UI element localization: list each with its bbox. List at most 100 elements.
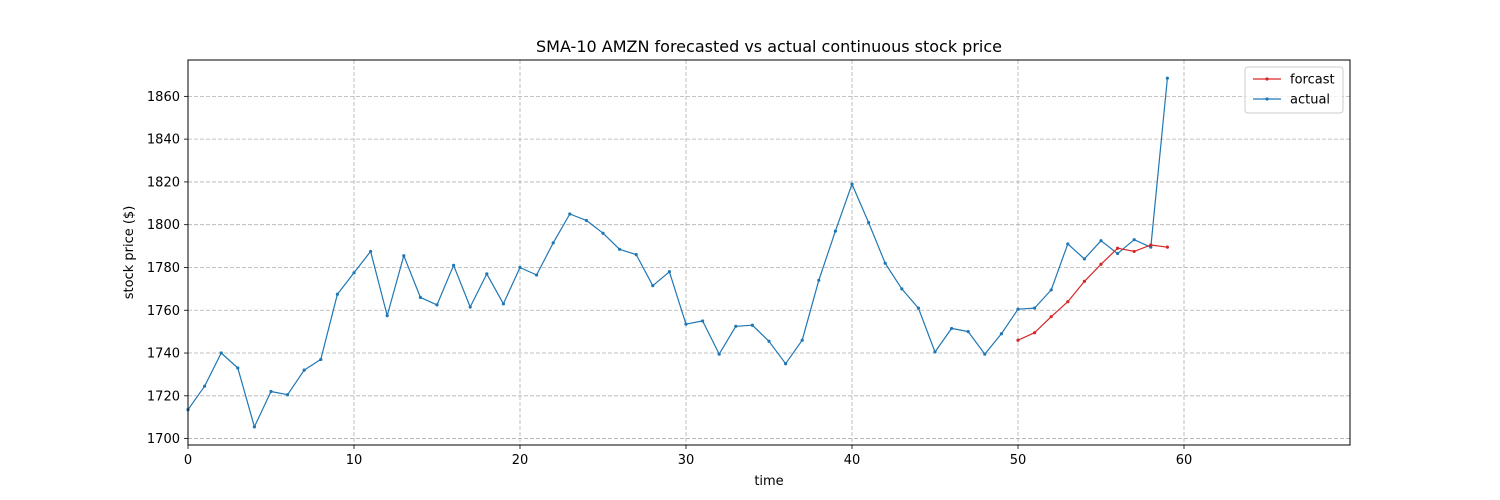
y-tick-label: 1860 <box>147 90 180 105</box>
data-point-actual <box>1165 76 1169 80</box>
data-point-forcast <box>1099 262 1103 266</box>
data-point-actual <box>468 305 472 309</box>
data-point-actual <box>1066 242 1070 246</box>
x-tick-label: 60 <box>1176 453 1193 468</box>
data-point-actual <box>1082 257 1086 261</box>
data-point-actual <box>535 273 539 277</box>
series-line-actual <box>187 78 1168 428</box>
data-point-actual <box>418 295 422 300</box>
series-line-forcast <box>1017 244 1168 341</box>
data-point-forcast <box>1049 315 1053 319</box>
data-point-actual <box>734 324 738 328</box>
data-point-actual <box>302 368 306 372</box>
data-point-actual <box>319 357 323 362</box>
data-point-actual <box>269 389 273 394</box>
data-point-forcast <box>1132 249 1136 254</box>
data-point-actual <box>584 218 589 223</box>
data-point-actual <box>568 212 572 216</box>
data-point-actual <box>452 263 456 267</box>
x-tick-label: 10 <box>346 453 363 468</box>
data-point-actual <box>1049 288 1053 292</box>
data-point-actual <box>618 247 622 251</box>
x-axis-label: time <box>754 474 783 489</box>
data-point-actual <box>867 220 871 225</box>
data-point-actual <box>750 323 755 327</box>
data-point-actual <box>1132 238 1136 242</box>
x-tick-label: 30 <box>678 453 695 468</box>
x-tick-label: 50 <box>1010 453 1027 468</box>
data-point-actual <box>667 270 672 274</box>
legend-label-actual: actual <box>1290 93 1330 108</box>
data-point-actual <box>1033 306 1037 310</box>
data-point-actual <box>999 332 1004 336</box>
data-point-actual <box>402 254 406 258</box>
data-point-actual <box>518 265 522 270</box>
y-tick-label: 1740 <box>147 347 180 362</box>
data-point-actual <box>883 261 887 265</box>
data-point-actual <box>1099 239 1103 243</box>
data-point-actual <box>916 306 921 310</box>
axis-ticks: 0 10 20 30 40 50 60 1700 1720 1740 1760 1780 1800 182… <box>147 90 1192 468</box>
y-tick-label: 1760 <box>147 304 180 319</box>
data-point-forcast <box>1066 300 1070 304</box>
data-point-forcast <box>1033 331 1037 335</box>
data-point-actual <box>203 384 207 388</box>
y-tick-label: 1700 <box>147 432 180 447</box>
data-point-actual <box>833 229 838 233</box>
data-point-forcast <box>1082 279 1086 283</box>
legend: forcast actual <box>1244 66 1344 114</box>
series-layer <box>186 76 1169 429</box>
data-point-actual <box>800 338 804 342</box>
chart-title: SMA-10 AMZN forecasted vs actual continu… <box>536 37 1002 56</box>
y-tick-label: 1820 <box>147 175 180 190</box>
legend-label-forcast: forcast <box>1290 73 1335 88</box>
data-point-actual <box>900 287 904 291</box>
data-point-actual <box>551 241 555 245</box>
data-point-actual <box>850 182 854 186</box>
data-point-actual <box>966 330 970 334</box>
data-point-actual <box>1116 251 1120 256</box>
data-point-actual <box>385 313 389 318</box>
data-point-actual <box>817 278 821 282</box>
plot-frame <box>187 59 1351 446</box>
data-point-actual <box>784 362 788 366</box>
data-point-actual <box>651 284 655 288</box>
data-point-actual <box>717 352 721 356</box>
data-point-actual <box>369 249 373 254</box>
data-point-actual <box>634 253 638 257</box>
data-point-forcast <box>1149 243 1153 247</box>
grid-lines <box>187 60 1350 445</box>
y-axis-label: stock price ($) <box>122 206 137 300</box>
data-point-actual <box>983 352 987 356</box>
data-point-actual <box>435 303 439 307</box>
data-point-actual <box>236 366 240 370</box>
data-point-actual <box>1016 307 1020 311</box>
y-tick-label: 1800 <box>147 218 180 233</box>
data-point-actual <box>601 231 605 235</box>
data-point-actual <box>684 322 688 326</box>
data-point-actual <box>501 302 505 306</box>
legend-marker-actual <box>1265 97 1269 101</box>
data-point-actual <box>352 271 356 275</box>
data-point-actual <box>219 351 223 355</box>
plot-background <box>188 60 1350 445</box>
data-point-actual <box>252 425 256 429</box>
data-point-actual <box>767 339 771 343</box>
data-point-actual <box>286 393 290 397</box>
y-tick-label: 1780 <box>147 261 180 276</box>
x-tick-label: 40 <box>844 453 861 468</box>
data-point-actual <box>485 272 489 276</box>
data-point-forcast <box>1165 245 1169 249</box>
data-point-forcast <box>1116 246 1120 250</box>
y-tick-label: 1720 <box>147 389 180 404</box>
data-point-actual <box>335 292 339 296</box>
legend-marker-forcast <box>1265 77 1269 81</box>
data-point-actual <box>950 326 954 331</box>
data-point-forcast <box>1016 338 1020 342</box>
x-tick-label: 0 <box>184 453 192 468</box>
y-tick-label: 1840 <box>147 133 180 148</box>
data-point-actual <box>701 319 705 323</box>
data-point-actual <box>933 350 937 354</box>
